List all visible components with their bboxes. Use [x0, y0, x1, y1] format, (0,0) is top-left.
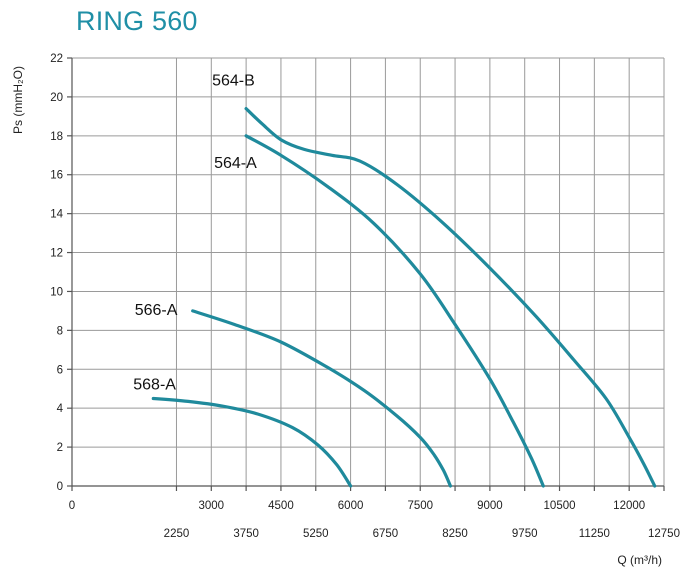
series-label: 566-A — [135, 302, 178, 319]
grid — [71, 57, 665, 487]
y-tick-label: 14 — [50, 209, 63, 221]
axes — [67, 57, 665, 491]
y-tick-label: 0 — [57, 481, 63, 493]
y-tick-label: 20 — [50, 92, 63, 104]
series-curve-564-A — [244, 134, 545, 488]
x-tick-label: 6000 — [338, 500, 364, 512]
y-tick-label: 4 — [57, 403, 64, 415]
x-tick-label: 2250 — [164, 528, 190, 540]
series-label: 564-A — [214, 155, 257, 172]
x-tick-label: 12000 — [613, 500, 645, 512]
x-tick-label: 9000 — [477, 500, 503, 512]
series-labels: 564-B 564-A 566-A 568-A — [133, 73, 257, 394]
y-tick-label: 10 — [50, 286, 63, 298]
x-tick-labels: 0 3000 4500 6000 7500 9000 10500 12000 2250 3750 5… — [69, 500, 680, 540]
x-tick-label: 0 — [69, 500, 75, 512]
y-tick-label: 8 — [57, 325, 63, 337]
x-tick-label: 11250 — [579, 528, 610, 540]
series-curves — [151, 107, 657, 488]
x-tick-label: 6750 — [373, 528, 399, 540]
series-curve-566-A — [191, 309, 452, 488]
chart-title: RING 560 — [76, 6, 198, 36]
x-tick-label: 5250 — [303, 528, 329, 540]
series-label: 564-B — [212, 73, 255, 90]
series-label: 568-A — [133, 376, 176, 393]
series-curve-568-A — [151, 396, 353, 488]
y-tick-label: 6 — [57, 364, 63, 376]
y-axis-label: Ps (mmH₂O) — [11, 66, 25, 134]
x-tick-label: 9750 — [512, 528, 538, 540]
x-tick-label: 3000 — [198, 500, 224, 512]
x-tick-label: 8250 — [442, 528, 468, 540]
x-tick-label: 12750 — [648, 528, 680, 540]
x-tick-label: 3750 — [233, 528, 259, 540]
y-tick-labels: 0 2 4 6 8 10 12 14 16 18 20 22 — [50, 53, 63, 493]
y-tick-label: 18 — [50, 131, 63, 143]
x-tick-label: 4500 — [268, 500, 294, 512]
x-tick-label: 7500 — [407, 500, 433, 512]
y-tick-label: 22 — [50, 53, 63, 65]
y-tick-label: 12 — [50, 248, 63, 260]
y-tick-label: 16 — [50, 170, 63, 182]
x-axis-label: Q (m³/h) — [617, 553, 662, 567]
x-tick-label: 10500 — [544, 500, 576, 512]
series-curve-564-B — [244, 107, 657, 488]
y-tick-label: 2 — [57, 442, 63, 454]
